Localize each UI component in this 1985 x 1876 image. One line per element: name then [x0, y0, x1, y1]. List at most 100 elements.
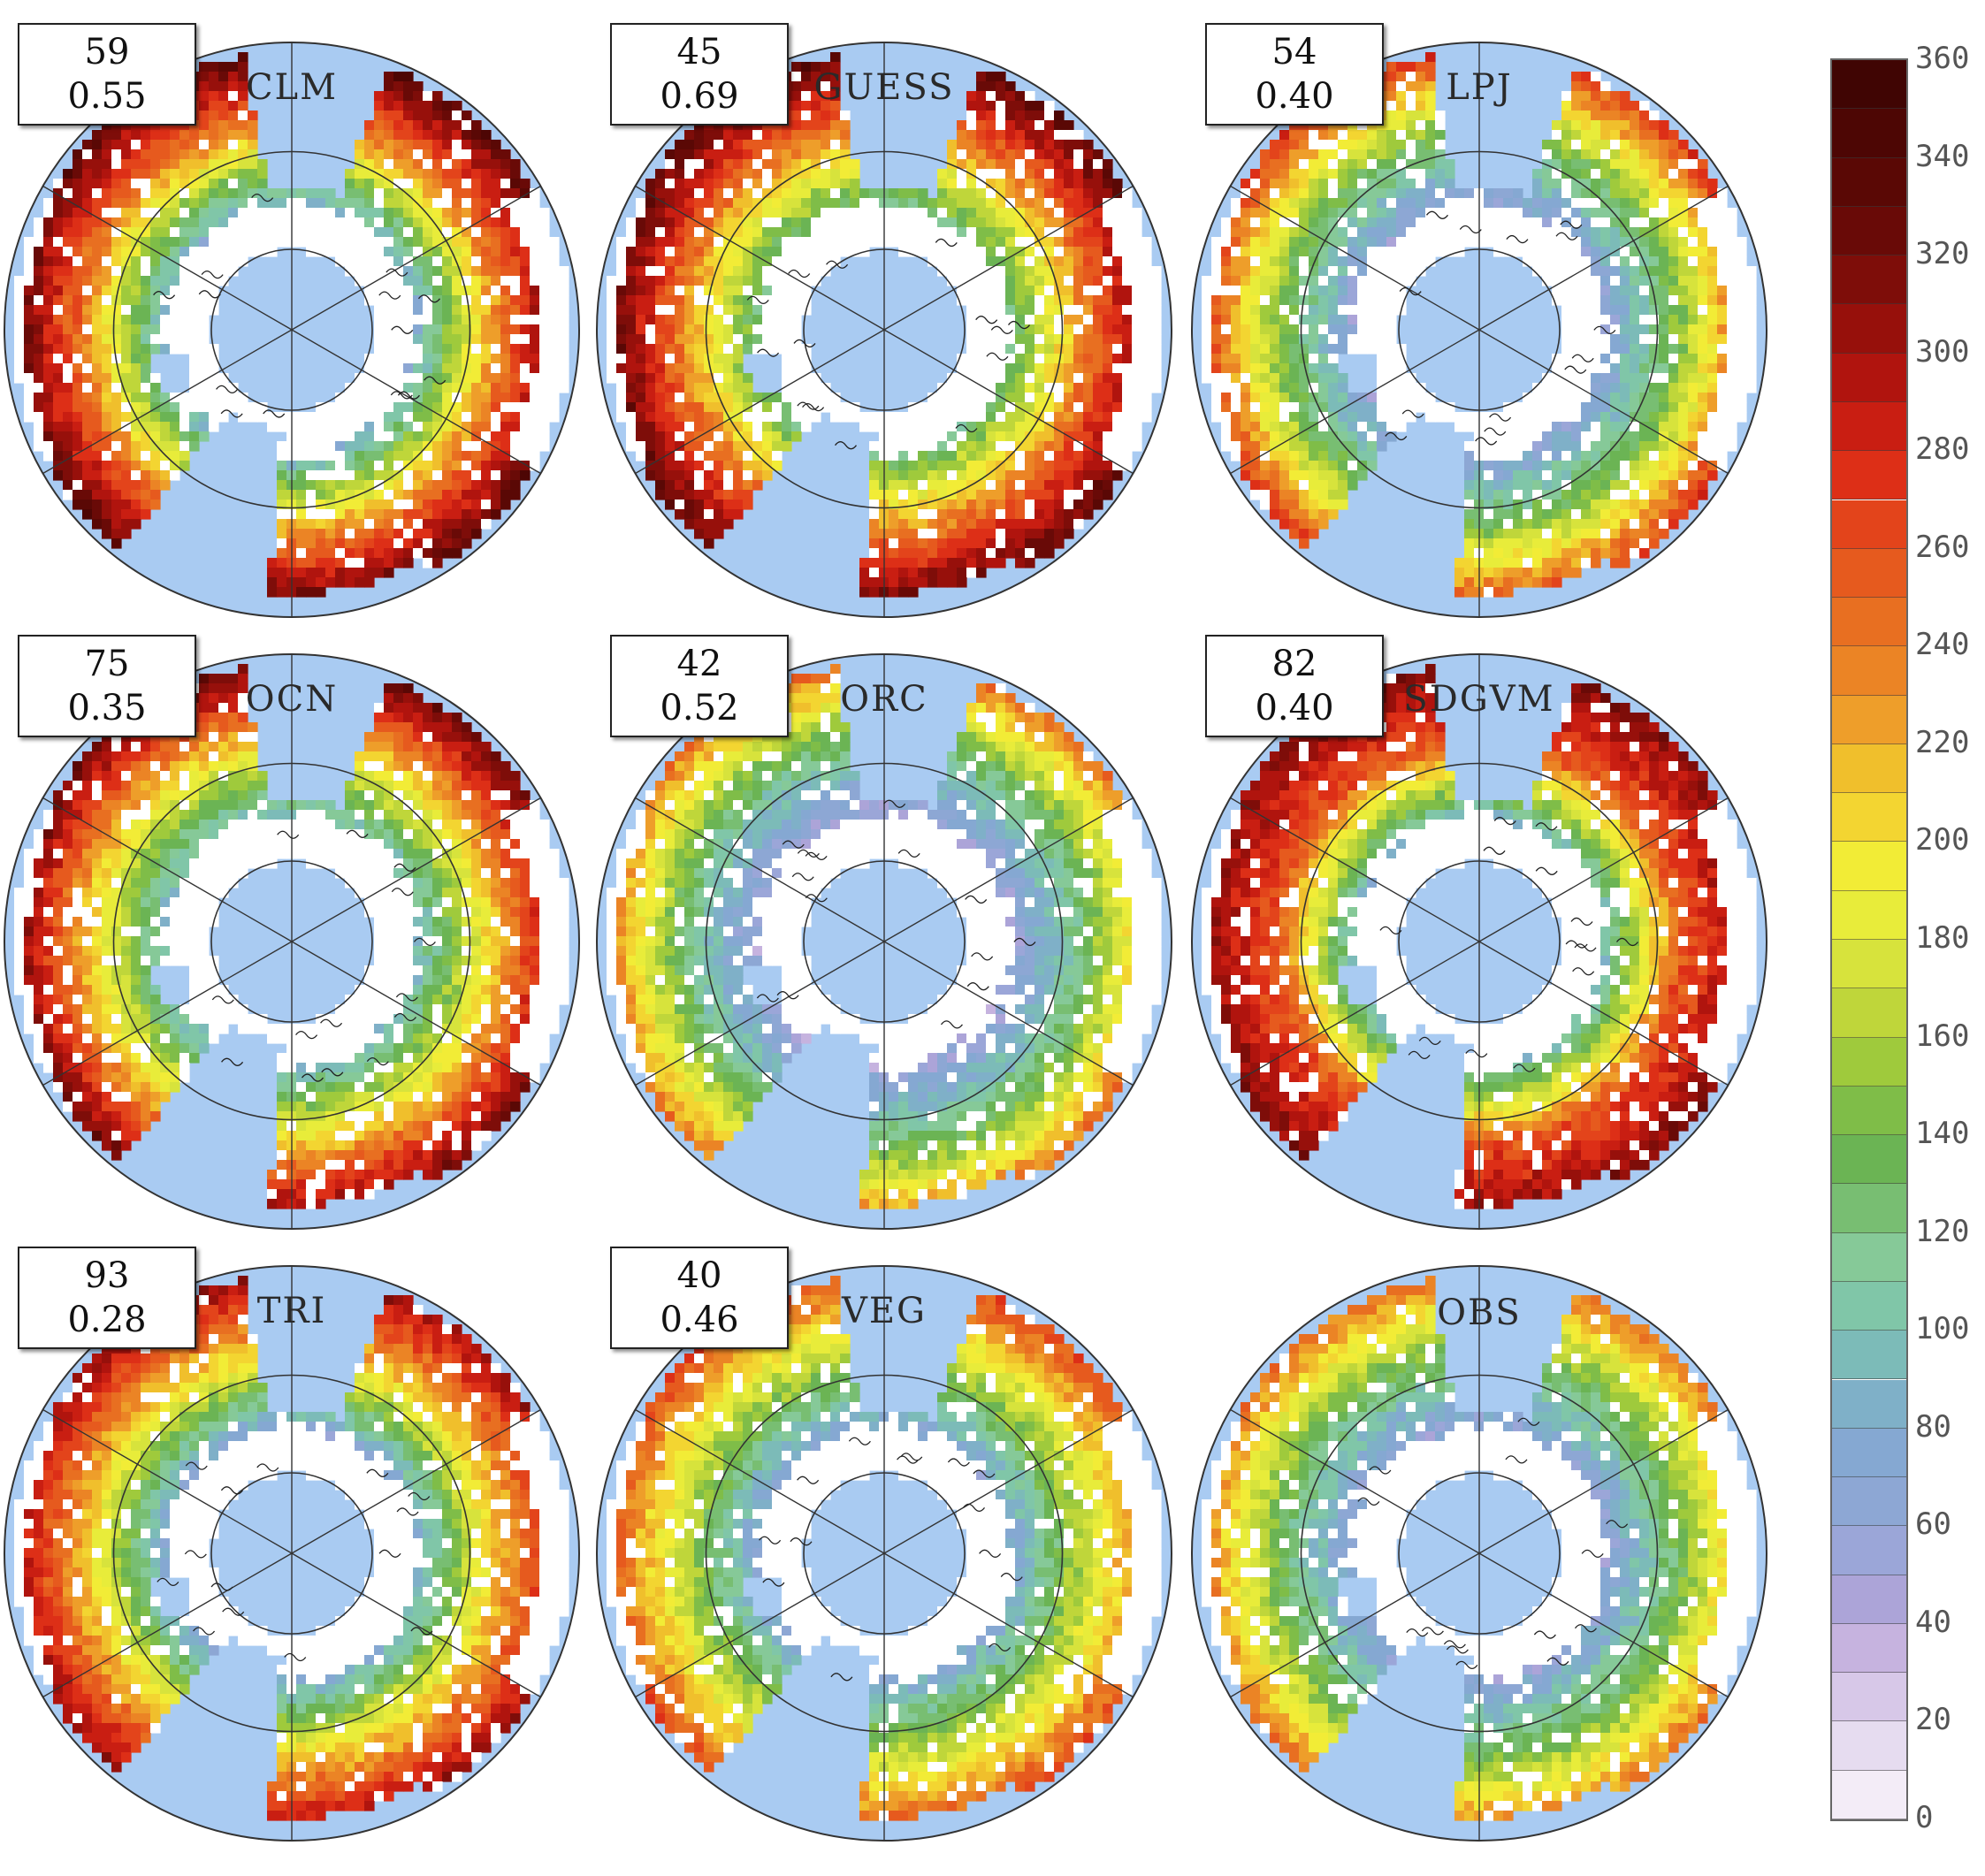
stat-bottom-value: 0.55 [67, 76, 147, 117]
stat-top-value: 42 [676, 644, 722, 684]
colorbar-segment [1832, 940, 1906, 989]
stat-bottom-value: 0.69 [660, 76, 739, 117]
panel-title: GUESS [813, 67, 955, 108]
colorbar-segment [1832, 842, 1906, 891]
colorbar-tick-label: 20 [1915, 1702, 1951, 1738]
stat-box: 40 0.46 [610, 1247, 789, 1349]
colorbar-segment [1832, 1673, 1906, 1722]
colorbar-tick-label: 0 [1915, 1800, 1934, 1835]
colorbar-segment [1832, 1086, 1906, 1136]
stat-bottom-value: 0.35 [67, 688, 147, 728]
panel-title: OCN [245, 679, 339, 720]
stat-box: 75 0.35 [18, 635, 196, 737]
polar-map [4, 42, 580, 618]
colorbar-segment [1832, 157, 1906, 207]
colorbar-segment [1832, 304, 1906, 354]
colorbar-segment [1832, 255, 1906, 305]
colorbar-segment [1832, 1184, 1906, 1233]
colorbar-tick-label: 180 [1915, 920, 1970, 956]
colorbar-segment [1832, 1770, 1906, 1819]
colorbar-segment [1832, 890, 1906, 940]
colorbar-segment [1832, 1477, 1906, 1527]
stat-bottom-value: 0.52 [660, 688, 739, 728]
colorbar-tick-label: 240 [1915, 627, 1970, 663]
colorbar-segment [1832, 1232, 1906, 1282]
colorbar-tick-label: 360 [1915, 41, 1970, 76]
map-panel-obs: OBS [1187, 1231, 1771, 1842]
panel-title: ORC [840, 679, 928, 720]
polar-map [1191, 42, 1767, 618]
colorbar-tick-label: 100 [1915, 1311, 1970, 1347]
stat-bottom-value: 0.40 [1255, 76, 1334, 117]
stat-box: 93 0.28 [18, 1247, 196, 1349]
colorbar-tick-label: 140 [1915, 1116, 1970, 1152]
colorbar-segment [1832, 793, 1906, 843]
polar-map [1191, 653, 1767, 1230]
stat-box: 59 0.55 [18, 23, 196, 126]
map-panel-lpj: LPJ 54 0.40 [1187, 7, 1771, 618]
colorbar-tick-label: 280 [1915, 431, 1970, 468]
colorbar-tick-label: 60 [1915, 1506, 1951, 1543]
panel-title: LPJ [1446, 67, 1513, 108]
panel-title: OBS [1437, 1293, 1522, 1333]
map-panel-sdgvm: SDGVM 82 0.40 [1187, 619, 1771, 1230]
map-panel-tri: TRI 93 0.28 [0, 1231, 584, 1842]
stat-bottom-value: 0.28 [67, 1300, 147, 1340]
stat-box: 42 0.52 [610, 635, 789, 737]
colorbar-segment [1832, 1721, 1906, 1771]
colorbar-tick-label: 300 [1915, 333, 1970, 370]
colorbar-tick-label: 80 [1915, 1408, 1951, 1445]
stat-top-value: 82 [1271, 644, 1317, 684]
stat-bottom-value: 0.40 [1255, 688, 1334, 728]
colorbar-segment [1832, 598, 1906, 647]
map-panel-guess: GUESS 45 0.69 [592, 7, 1176, 618]
colorbar-segment [1832, 1575, 1906, 1624]
colorbar-segment [1832, 1526, 1906, 1575]
colorbar-segment [1832, 401, 1906, 452]
colorbar [1830, 58, 1908, 1821]
stat-top-value: 59 [84, 32, 130, 72]
panel-title: VEG [841, 1291, 928, 1331]
colorbar-tick-label: 220 [1915, 724, 1970, 760]
polar-map [596, 653, 1172, 1230]
colorbar-segment [1832, 500, 1906, 549]
stat-top-value: 45 [676, 32, 722, 72]
colorbar-segment [1832, 695, 1906, 744]
colorbar-segment [1832, 1623, 1906, 1674]
panel-title: SDGVM [1403, 679, 1555, 720]
colorbar-tick-label: 40 [1915, 1604, 1951, 1640]
colorbar-segment [1832, 1281, 1906, 1331]
polar-map [4, 1265, 580, 1842]
polar-map [596, 42, 1172, 618]
polar-map [596, 1265, 1172, 1842]
stat-box: 54 0.40 [1205, 23, 1384, 126]
colorbar-segment [1832, 646, 1906, 696]
stat-top-value: 54 [1271, 32, 1317, 72]
colorbar-tick-label: 120 [1915, 1213, 1970, 1249]
colorbar-segment [1832, 1379, 1906, 1429]
map-panel-veg: VEG 40 0.46 [592, 1231, 1176, 1842]
stat-box: 82 0.40 [1205, 635, 1384, 737]
stat-top-value: 40 [676, 1255, 722, 1296]
colorbar-segment [1832, 548, 1906, 599]
colorbar-segment [1832, 988, 1906, 1038]
colorbar-tick-label: 200 [1915, 822, 1970, 858]
polar-map [1191, 1265, 1767, 1842]
colorbar-segment [1832, 1331, 1906, 1380]
colorbar-segment [1832, 744, 1906, 794]
map-panel-ocn: OCN 75 0.35 [0, 619, 584, 1230]
panel-title: CLM [245, 67, 339, 108]
map-panel-clm: CLM 59 0.55 [0, 7, 584, 618]
panel-title: TRI [256, 1291, 327, 1331]
colorbar-tick-label: 260 [1915, 529, 1970, 565]
stat-bottom-value: 0.46 [660, 1300, 739, 1340]
colorbar-segment [1832, 1135, 1906, 1185]
colorbar-segment [1832, 353, 1906, 402]
colorbar-segment [1832, 1428, 1906, 1478]
map-panel-orc: ORC 42 0.52 [592, 619, 1176, 1230]
colorbar-segment [1832, 109, 1906, 158]
stat-top-value: 75 [84, 644, 130, 684]
colorbar-tick-label: 160 [1915, 1018, 1970, 1054]
stat-top-value: 93 [84, 1255, 130, 1296]
